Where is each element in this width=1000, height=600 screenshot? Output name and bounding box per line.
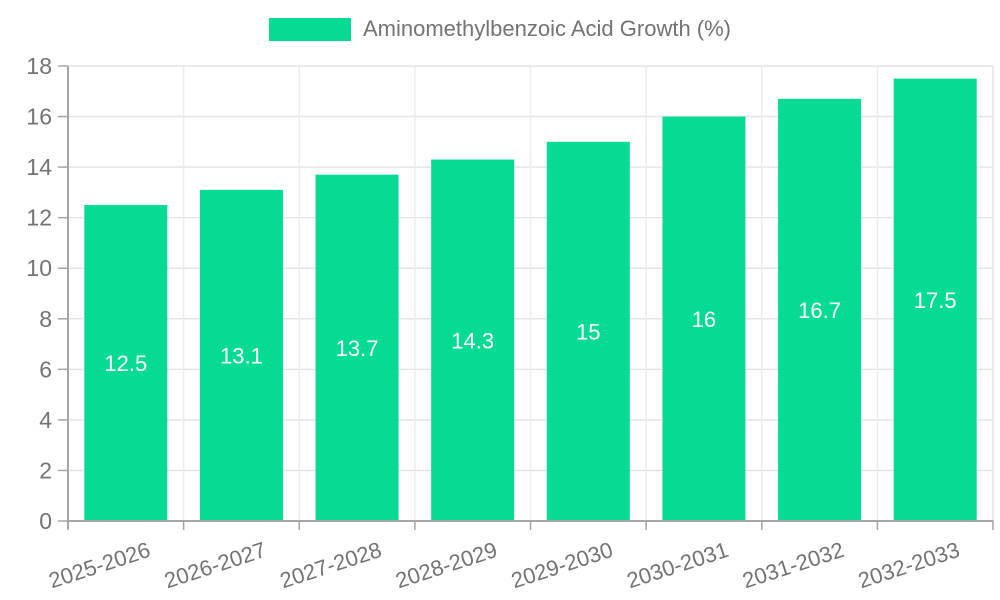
y-tick-label: 10	[26, 255, 52, 281]
y-tick-label: 4	[39, 407, 52, 433]
bar-value-label: 12.5	[104, 351, 147, 376]
bar-value-label: 14.3	[451, 328, 494, 353]
bar-value-label: 13.7	[336, 336, 379, 361]
bar-value-label: 15	[576, 319, 600, 344]
x-tick-label: 2030-2031	[624, 537, 732, 593]
bar-2027-2028[interactable]	[315, 174, 399, 521]
bar-2028-2029[interactable]	[431, 159, 515, 521]
y-tick-label: 2	[39, 457, 52, 483]
x-tick-label: 2032-2033	[855, 537, 963, 593]
bar-value-label: 16	[692, 307, 716, 332]
x-tick-label: 2029-2030	[508, 537, 616, 593]
y-tick-label: 16	[26, 104, 52, 130]
chart-legend[interactable]: Aminomethylbenzoic Acid Growth (%)	[0, 16, 1000, 42]
y-tick-label: 12	[26, 205, 52, 231]
y-tick-label: 18	[26, 53, 52, 79]
y-tick-label: 0	[39, 508, 52, 534]
bar-value-label: 16.7	[798, 298, 841, 323]
bar-2029-2030[interactable]	[546, 141, 630, 522]
bar-2031-2032[interactable]	[778, 98, 862, 521]
y-tick-label: 14	[26, 154, 52, 180]
x-tick-label: 2027-2028	[277, 537, 385, 593]
y-tick-label: 8	[39, 306, 52, 332]
bar-2032-2033[interactable]	[893, 78, 977, 521]
bar-2025-2026[interactable]	[84, 205, 168, 521]
y-tick-label: 6	[39, 356, 52, 382]
x-tick-label: 2026-2027	[161, 537, 269, 593]
x-tick-label: 2025-2026	[46, 537, 154, 593]
legend-swatch-icon	[268, 17, 351, 41]
bar-2030-2031[interactable]	[662, 116, 746, 522]
bar-value-label: 13.1	[220, 343, 263, 368]
x-tick-label: 2031-2032	[739, 537, 847, 593]
legend-label: Aminomethylbenzoic Acid Growth (%)	[362, 16, 732, 41]
x-tick-label: 2028-2029	[392, 537, 500, 593]
bar-value-label: 17.5	[914, 288, 957, 313]
bar-2026-2027[interactable]	[199, 189, 283, 521]
